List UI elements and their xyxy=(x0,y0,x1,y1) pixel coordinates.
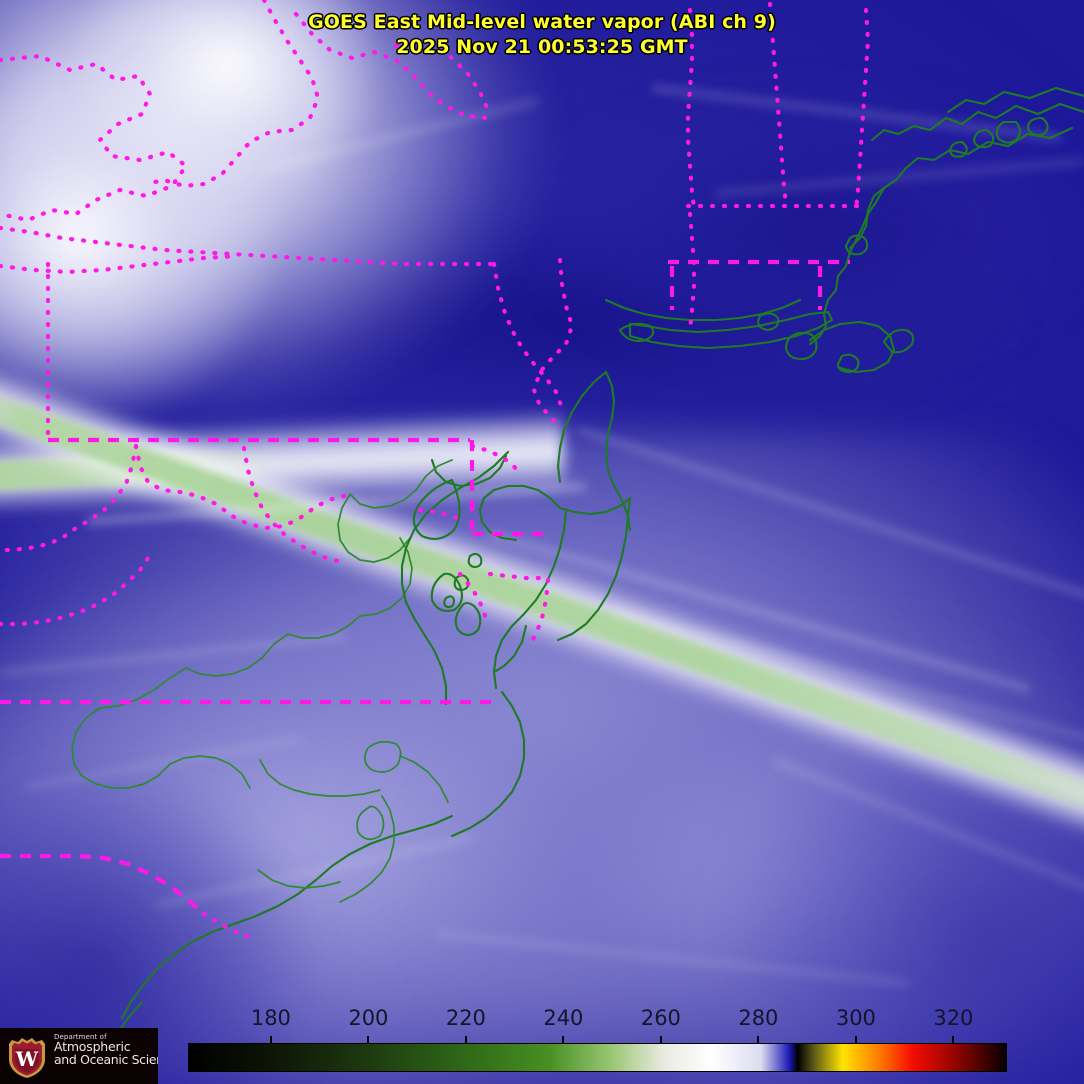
logo-department-label: Department of xyxy=(54,1033,107,1041)
colorbar-gradient xyxy=(189,1044,1006,1071)
colorbar-tick-mark xyxy=(367,1036,370,1047)
field-dry-notch-east xyxy=(498,86,1084,369)
colorbar-tick-label: 220 xyxy=(445,1006,486,1030)
uw-aos-logo: W Department of Atmospheric and Oceanic … xyxy=(0,1028,158,1084)
colorbar-tick-mark xyxy=(659,1036,662,1047)
logo-text-block: Department of Atmospheric and Oceanic Sc… xyxy=(54,1033,158,1067)
colorbar-tick-mark xyxy=(952,1036,955,1047)
uw-crest-icon: W xyxy=(9,1038,45,1078)
colorbar-tick-mark xyxy=(269,1036,272,1047)
colorbar-tick-label: 200 xyxy=(348,1006,389,1030)
colorbar-tick-mark xyxy=(757,1036,760,1047)
colorbar-tick-label: 300 xyxy=(835,1006,876,1030)
logo-line-1: Atmospheric xyxy=(54,1039,131,1055)
political-border-layer xyxy=(0,0,871,941)
colorbar-tick-label: 280 xyxy=(738,1006,779,1030)
colorbar-gradient-bar xyxy=(188,1043,1007,1072)
field-cloud-mass-north xyxy=(43,0,412,217)
crest-letter: W xyxy=(15,1047,39,1071)
colorbar: 180 200 220 240 260 280 300 320 xyxy=(0,1005,1084,1084)
logo-line-2: and Oceanic Sciences xyxy=(54,1051,158,1067)
colorbar-tick-mark xyxy=(464,1036,467,1047)
colorbar-tick-label: 180 xyxy=(250,1006,291,1030)
colorbar-tick-marks xyxy=(0,1036,1084,1047)
colorbar-tick-labels: 180 200 220 240 260 280 300 320 xyxy=(0,1005,1084,1035)
colorbar-tick-label: 320 xyxy=(933,1006,974,1030)
colorbar-tick-label: 260 xyxy=(640,1006,681,1030)
colorbar-tick-label: 240 xyxy=(543,1006,584,1030)
colorbar-tick-mark xyxy=(562,1036,565,1047)
colorbar-tick-mark xyxy=(854,1036,857,1047)
coastline-layer xyxy=(71,86,1084,1074)
